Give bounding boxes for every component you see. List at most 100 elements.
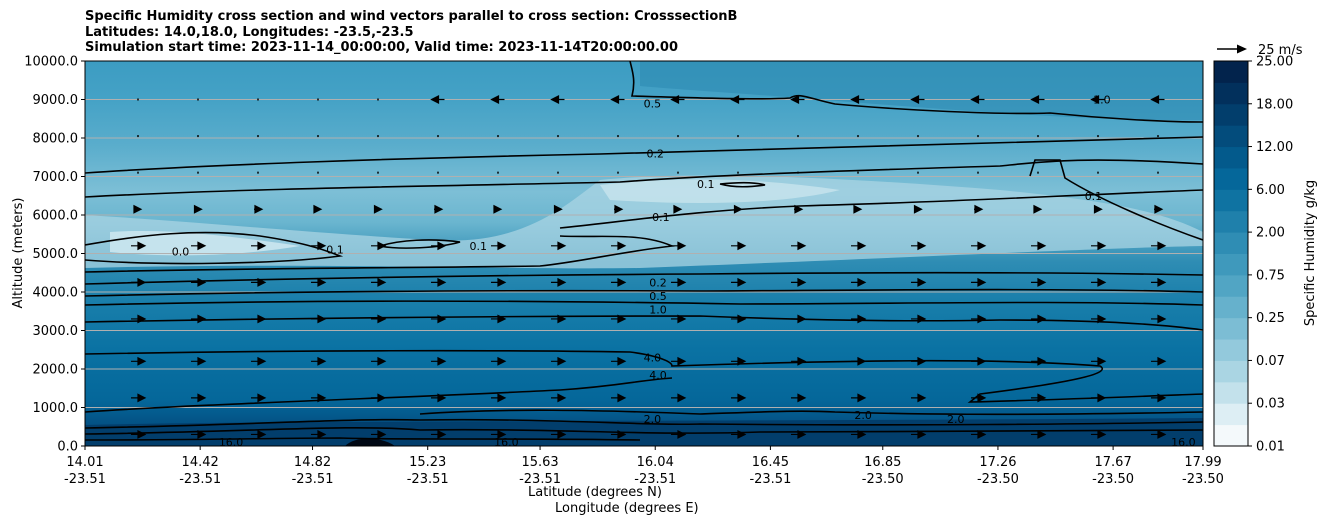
contour-line bbox=[85, 418, 1203, 429]
wind-vector bbox=[434, 204, 444, 214]
wind-vector bbox=[971, 314, 987, 324]
wind-vector bbox=[1151, 393, 1167, 403]
wind-vector bbox=[791, 241, 807, 251]
wind-vector bbox=[131, 314, 147, 324]
colorbar-band bbox=[1214, 232, 1248, 254]
wind-vector bbox=[851, 277, 867, 287]
contour-label: 2.0 bbox=[947, 413, 965, 426]
contour-line bbox=[559, 189, 1203, 229]
x-tick-label-lat: 14.82 bbox=[294, 455, 331, 470]
wind-vector bbox=[611, 241, 627, 251]
wind-vector bbox=[431, 393, 447, 403]
contour-lines bbox=[85, 61, 1203, 441]
wind-vector bbox=[371, 277, 387, 287]
wind-vector bbox=[911, 429, 927, 439]
wind-vector bbox=[851, 393, 867, 403]
title-line-1: Specific Humidity cross section and wind… bbox=[85, 9, 738, 24]
wind-vector bbox=[791, 314, 807, 324]
contour-label: 1.0 bbox=[649, 303, 667, 316]
wind-vector bbox=[311, 429, 327, 439]
colorbar-band bbox=[1214, 146, 1248, 169]
colorbar-band bbox=[1214, 61, 1248, 83]
colorbar-band bbox=[1214, 103, 1248, 126]
wind-vector bbox=[1093, 204, 1103, 214]
y-tick-label: 10000.0 bbox=[24, 55, 78, 70]
wind-vector bbox=[671, 429, 687, 439]
wind-vector bbox=[611, 429, 627, 439]
colorbar-frame bbox=[1213, 60, 1249, 447]
wind-vector bbox=[431, 429, 447, 439]
x-tick-label-lon: -23.51 bbox=[292, 472, 334, 487]
colorbar-band bbox=[1214, 424, 1248, 447]
x-tick-label-lat: 16.85 bbox=[864, 455, 901, 470]
quiver-key-arrowhead bbox=[1237, 44, 1247, 54]
y-tick-label: 9000.0 bbox=[33, 93, 79, 108]
wind-vector bbox=[254, 204, 264, 214]
wind-vector bbox=[791, 393, 807, 403]
wind-vector bbox=[971, 277, 987, 287]
colorbar-tick-label: 0.07 bbox=[1256, 354, 1285, 369]
dry-core-patch-2 bbox=[600, 179, 840, 203]
colorbar-tick-label: 18.00 bbox=[1256, 97, 1293, 112]
wind-vector bbox=[431, 277, 447, 287]
colorbar-band bbox=[1214, 167, 1248, 190]
wind-vector bbox=[191, 356, 207, 366]
x-tick-label-lat: 17.67 bbox=[1095, 455, 1132, 470]
contour-line bbox=[1029, 159, 1203, 241]
wind-vector bbox=[371, 429, 387, 439]
colorbar-band bbox=[1214, 317, 1248, 340]
contour-label: 2.0 bbox=[644, 413, 662, 426]
x-tick-label-lon: -23.50 bbox=[1182, 472, 1224, 487]
contour-line bbox=[85, 315, 1203, 331]
contour-label: 0.5 bbox=[644, 97, 662, 110]
wind-vector bbox=[913, 204, 923, 214]
wind-vector bbox=[731, 356, 747, 366]
wind-vector bbox=[614, 204, 624, 214]
wind-vector bbox=[1151, 277, 1167, 287]
wind-vector bbox=[491, 277, 507, 287]
colorbar: 0.01 0.03 0.07 0.25 0.75 2.00 6.00 12.00 18.00 25… bbox=[1214, 55, 1293, 455]
colorbar-band bbox=[1214, 210, 1248, 233]
quiver-key-label: 25 m/s bbox=[1258, 43, 1303, 58]
wind-vector bbox=[971, 429, 987, 439]
contour-line bbox=[719, 181, 766, 188]
y-tick-label: 5000.0 bbox=[33, 247, 79, 262]
colorbar-tick-label: 0.25 bbox=[1256, 311, 1285, 326]
colorbar-tick-label: 0.01 bbox=[1256, 440, 1285, 455]
wind-vector bbox=[610, 95, 625, 104]
contour-label: 0.2 bbox=[646, 147, 664, 160]
contour-line bbox=[85, 159, 1203, 198]
wind-vector bbox=[371, 356, 387, 366]
contour-line bbox=[85, 300, 1203, 306]
wind-vector bbox=[911, 393, 927, 403]
wind-vector bbox=[1031, 429, 1047, 439]
wind-vector bbox=[490, 95, 505, 104]
wind-vector bbox=[1151, 356, 1167, 366]
contour-line bbox=[85, 377, 673, 413]
contour-label: 16.0 bbox=[219, 436, 244, 449]
wind-vector bbox=[131, 393, 147, 403]
wind-vector bbox=[790, 95, 805, 104]
contour-line bbox=[85, 271, 1203, 285]
wind-vector bbox=[191, 429, 207, 439]
contour-line bbox=[85, 235, 676, 273]
x-tick-label-lon: -23.51 bbox=[407, 472, 449, 487]
x-tick-label-lat: 16.45 bbox=[752, 455, 789, 470]
wind-vector bbox=[671, 314, 687, 324]
colorbar-band bbox=[1214, 381, 1248, 404]
x-tick-label-lon: -23.51 bbox=[64, 472, 106, 487]
y-tick-label: 8000.0 bbox=[33, 132, 79, 147]
wind-vector bbox=[313, 204, 323, 214]
wind-vector bbox=[794, 204, 804, 214]
wind-vector bbox=[731, 429, 747, 439]
wind-vector bbox=[133, 204, 143, 214]
colorbar-band bbox=[1214, 360, 1248, 383]
x-tick-label-lat: 14.42 bbox=[182, 455, 219, 470]
wind-vector bbox=[251, 314, 267, 324]
wind-vector bbox=[850, 95, 865, 104]
wind-vector bbox=[731, 314, 747, 324]
colorbar-tick-label: 12.00 bbox=[1256, 140, 1293, 155]
wind-vector bbox=[491, 314, 507, 324]
wind-vector bbox=[670, 95, 685, 104]
colorbar-band bbox=[1214, 82, 1248, 105]
